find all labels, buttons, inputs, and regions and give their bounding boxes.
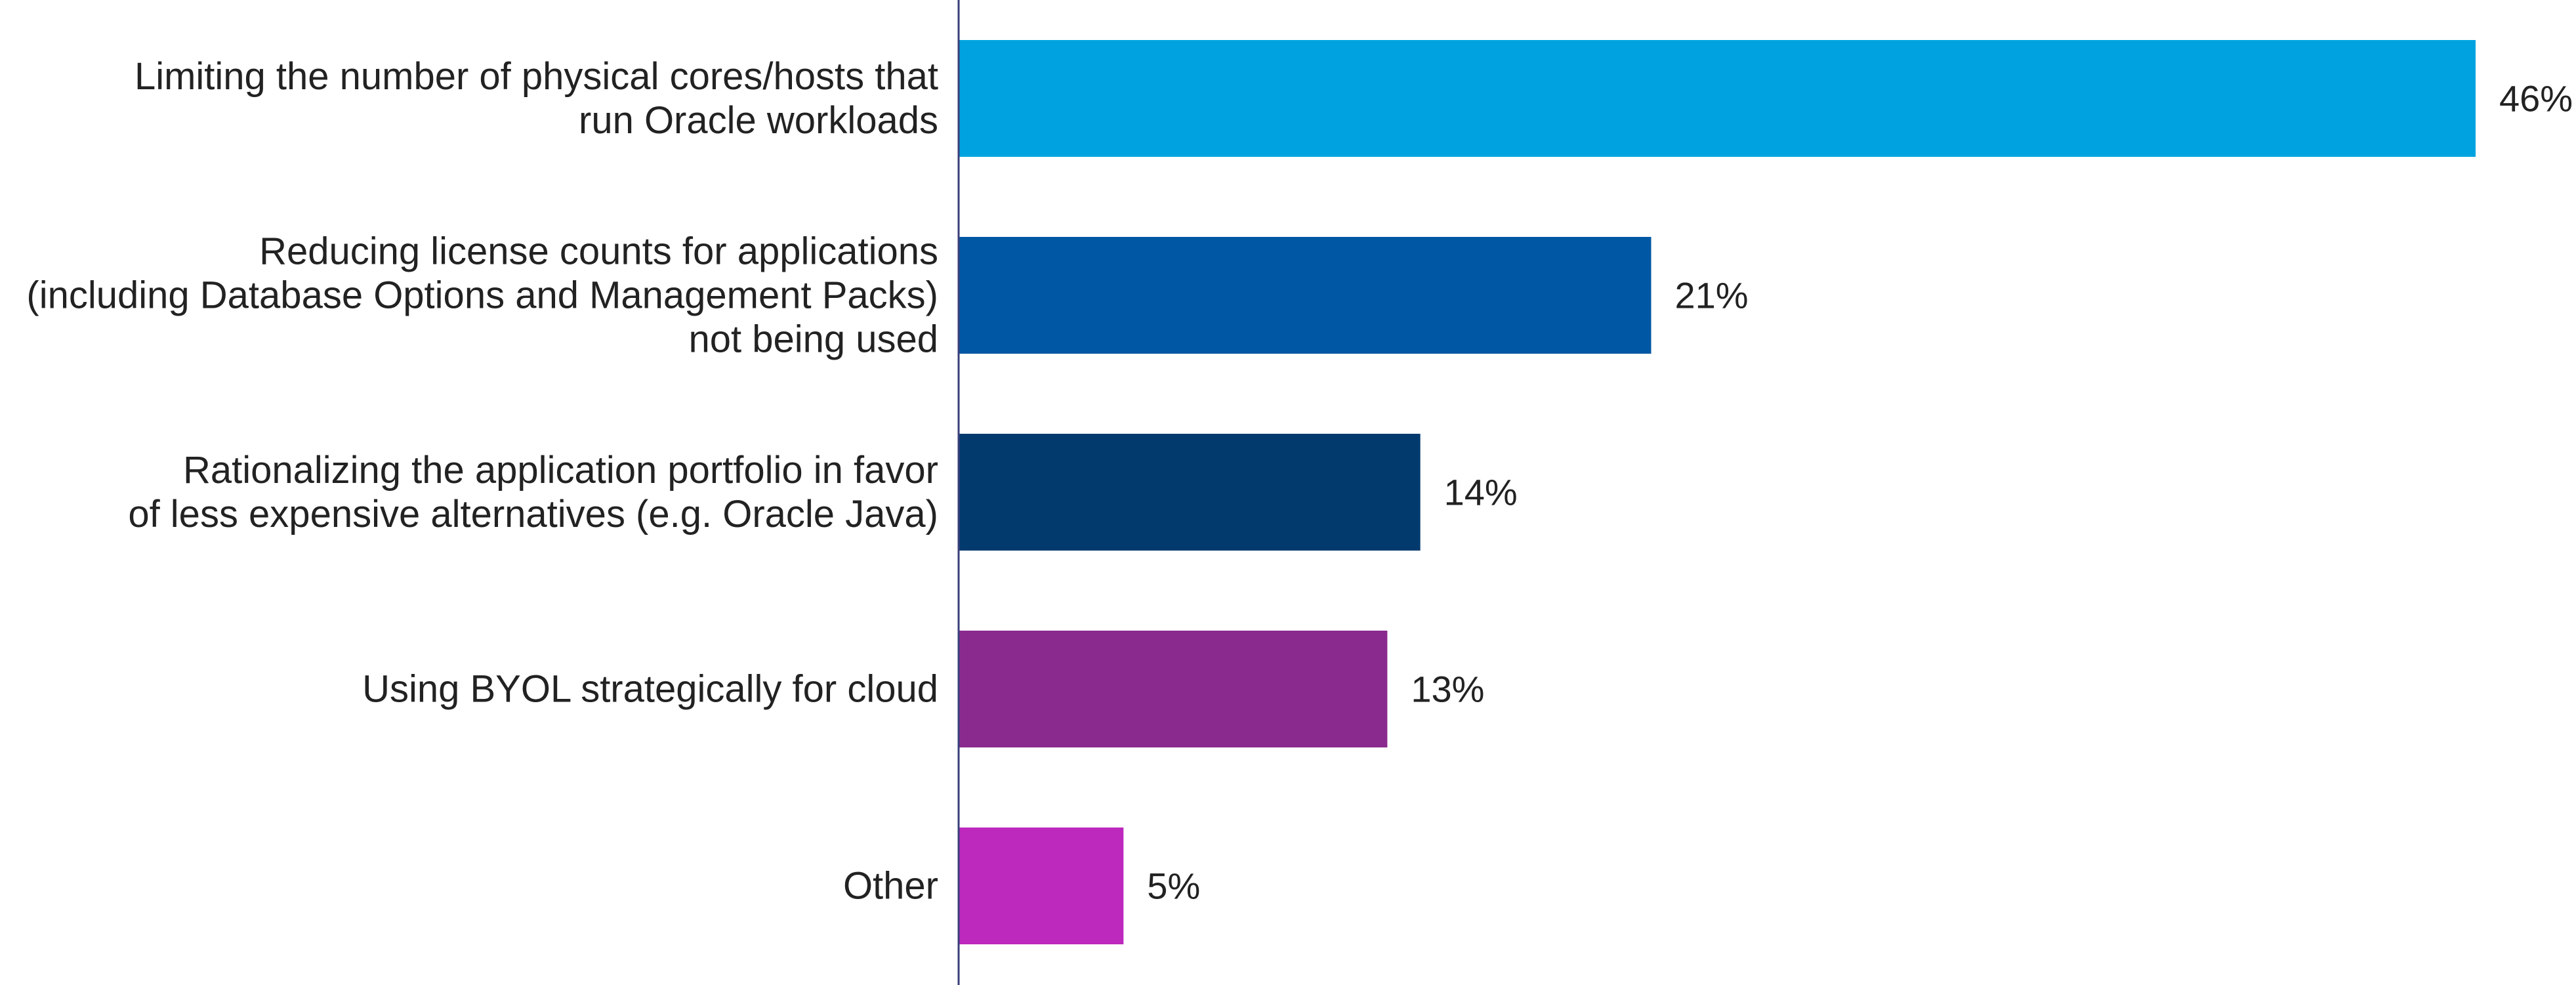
category-label-5: Other: [843, 865, 938, 908]
category-label-3: Rationalizing the application portfolio …: [128, 449, 938, 535]
category-label-2: Reducing license counts for applications…: [26, 230, 938, 361]
category-label-line: Limiting the number of physical cores/ho…: [135, 55, 938, 98]
category-label-line: of less expensive alternatives (e.g. Ora…: [128, 493, 938, 535]
category-label-line: not being used: [688, 318, 938, 361]
category-label-1: Limiting the number of physical cores/ho…: [135, 55, 938, 142]
bar-5: [959, 828, 1124, 944]
value-label-2: 21%: [1674, 275, 1748, 316]
category-label-line: Using BYOL strategically for cloud: [362, 668, 938, 711]
bar-2: [959, 237, 1652, 354]
bar-4: [959, 631, 1388, 747]
value-label-5: 5%: [1147, 866, 1200, 907]
bar-1: [959, 40, 2476, 157]
category-label-line: (including Database Options and Manageme…: [26, 274, 938, 317]
category-label-line: Rationalizing the application portfolio …: [183, 449, 938, 492]
value-label-1: 46%: [2499, 78, 2573, 119]
category-label-line: run Oracle workloads: [579, 99, 938, 142]
category-label-line: Reducing license counts for applications: [259, 230, 938, 273]
bars: [959, 40, 2476, 944]
value-labels: 46% 21% 14% 13% 5%: [1147, 78, 2573, 907]
category-labels: Limiting the number of physical cores/ho…: [26, 55, 938, 908]
category-label-4: Using BYOL strategically for cloud: [362, 668, 938, 711]
category-label-line: Other: [843, 865, 938, 908]
value-label-4: 13%: [1411, 669, 1484, 710]
bar-3: [959, 434, 1421, 551]
value-label-3: 14%: [1444, 472, 1518, 513]
